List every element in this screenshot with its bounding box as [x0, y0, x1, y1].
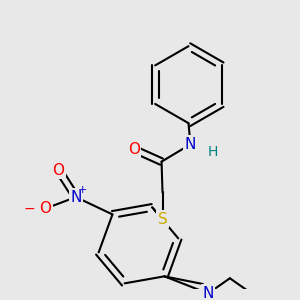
Text: N: N	[185, 137, 196, 152]
Text: O: O	[128, 142, 140, 157]
Text: +: +	[78, 185, 87, 195]
Text: N: N	[202, 286, 214, 300]
Text: −: −	[24, 202, 35, 216]
Text: S: S	[158, 212, 167, 227]
Text: O: O	[52, 163, 64, 178]
Text: H: H	[207, 145, 218, 159]
Text: N: N	[70, 190, 82, 205]
Text: O: O	[39, 201, 51, 216]
